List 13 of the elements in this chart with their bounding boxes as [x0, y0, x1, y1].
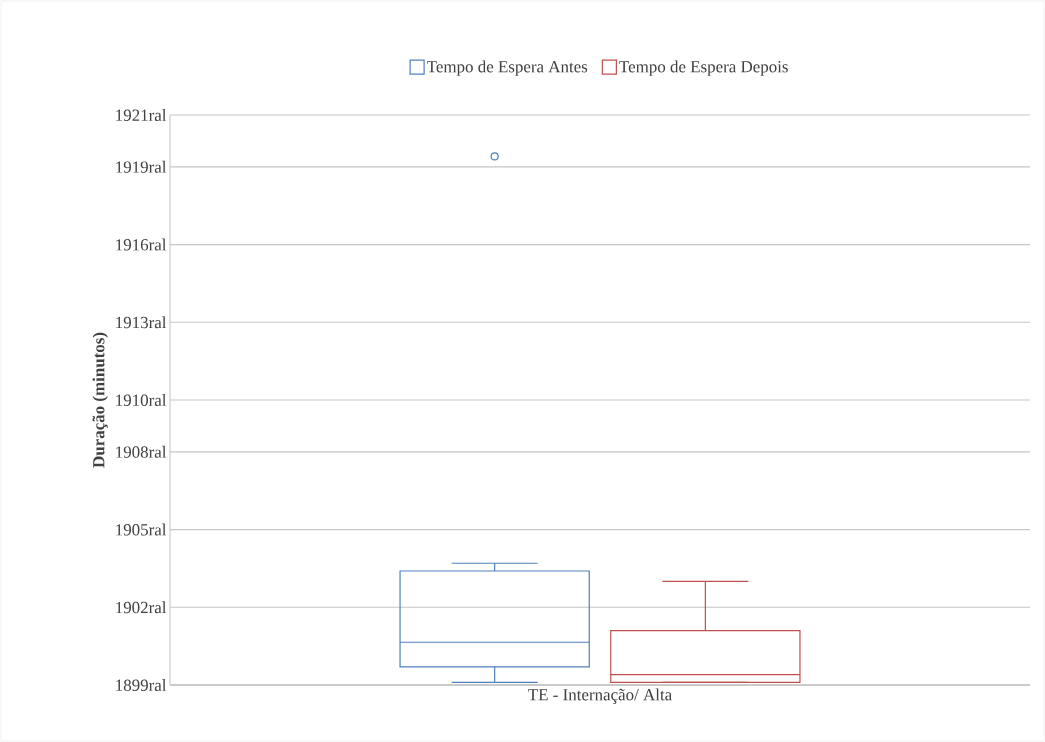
y-tick-label: 1921ral [116, 109, 167, 121]
x-tick-label: TE - Internação/ Alta [528, 688, 672, 704]
y-tick-label: 1905ral [116, 523, 167, 536]
y-tick-label: 1916ral [116, 238, 167, 251]
y-tick-label: 1910ral [116, 394, 167, 406]
y-tick-label: 1913ral [116, 316, 167, 329]
y-tick-label: 1902ral [116, 601, 167, 614]
y-tick-label: 1908ral [116, 445, 167, 458]
y-axis-title: Duração (minutos) [92, 332, 108, 468]
y-tick-label: 1919ral [116, 160, 167, 173]
y-tick-label: 1899ral [116, 679, 167, 691]
legend-label: Tempo de Espera Antes [427, 60, 588, 76]
legend-label: Tempo de Espera Depois [619, 60, 788, 76]
